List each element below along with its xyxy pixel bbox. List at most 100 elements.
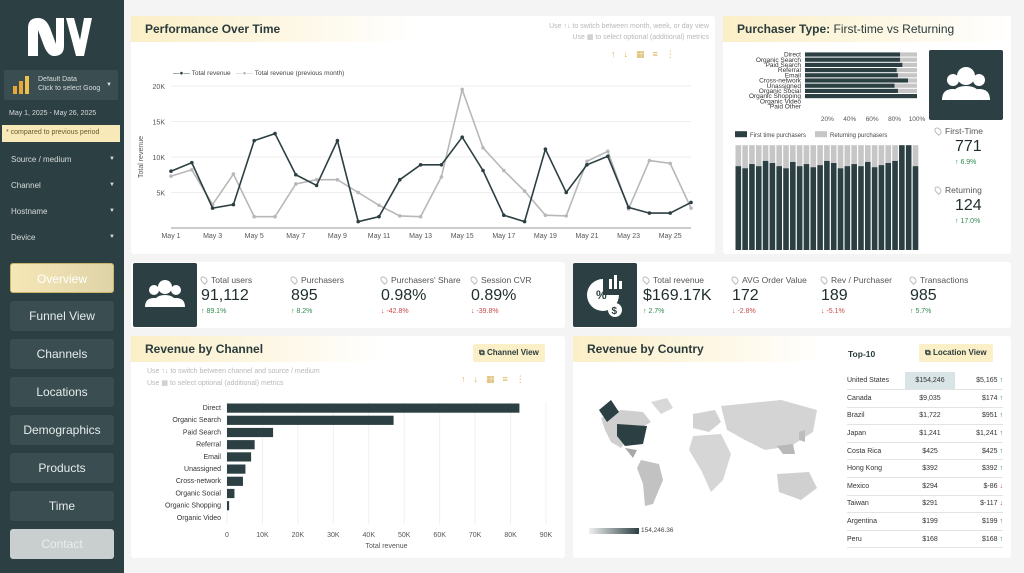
country-prev-revenue: $951 ↑ <box>955 407 1003 426</box>
data-source-selector[interactable]: Default Data Click to select Goog ▼ <box>4 70 118 100</box>
more-icon[interactable]: ⋮ <box>665 49 683 59</box>
y-tick-label: 10K <box>153 155 166 162</box>
pin-icon <box>908 275 918 285</box>
country-name: Canada <box>847 389 905 408</box>
daily-first-bar <box>755 166 762 250</box>
svg-text:%: % <box>596 288 607 302</box>
nav-products[interactable]: Products <box>10 453 114 483</box>
table-row[interactable]: United States $154,246 $5,165 ↑ <box>847 372 1003 391</box>
daily-returning-bar <box>851 145 857 165</box>
legend-current-label: Total revenue <box>191 70 231 77</box>
date-range-picker[interactable]: May 1, 2025 - May 26, 2025 <box>9 110 97 117</box>
world-map[interactable] <box>581 388 839 526</box>
x-tick-label: 0 <box>225 532 229 539</box>
legend-current-swatch: —●— <box>173 70 190 77</box>
filter-channel[interactable]: Channel ▼ <box>11 181 115 190</box>
data-point <box>502 213 506 218</box>
table-row[interactable]: Mexico $294 $-86 ↓ <box>847 477 1004 496</box>
stacked-bar-segment <box>805 78 909 83</box>
table-row[interactable]: Brazil $1,722 $951 ↑ <box>847 407 1003 426</box>
table-row[interactable]: Japan $1,241 $1,241 ↑ <box>847 424 1003 443</box>
channel-toolbar[interactable]: ↑↓▦≡⋮ <box>461 374 533 385</box>
country-prev-revenue: $1,241 ↑ <box>955 424 1003 443</box>
filter-source-medium[interactable]: Source / medium ▼ <box>11 155 115 164</box>
more-icon[interactable]: ⋮ <box>515 374 533 384</box>
data-point <box>647 158 652 163</box>
daily-returning-bar <box>735 145 742 167</box>
legend-previous-label: Total revenue (previous month) <box>254 70 345 77</box>
table-row[interactable]: Costa Rica $425 $425 ↑ <box>847 442 1004 461</box>
filter-device[interactable]: Device ▼ <box>11 233 115 242</box>
category-label: Direct <box>203 405 221 412</box>
table-row[interactable]: Canada $9,035 $174 ↑ <box>847 389 1003 408</box>
daily-returning-bar <box>749 145 755 165</box>
sort-icon[interactable]: ≡ <box>502 374 516 384</box>
arrow-up-icon[interactable]: ↑ <box>611 49 624 59</box>
nav-time[interactable]: Time <box>10 491 114 521</box>
nav-funnel-view[interactable]: Funnel View <box>10 301 114 331</box>
data-point <box>169 174 173 178</box>
daily-first-bar <box>803 164 810 250</box>
daily-first-bar <box>824 160 830 250</box>
category-label: Referral <box>778 67 802 74</box>
data-point <box>210 206 215 210</box>
chart-toolbar[interactable]: ↑↓▦≡⋮ <box>611 49 683 60</box>
x-tick-label: 20% <box>821 116 834 123</box>
arrow-down-icon[interactable]: ↓ <box>473 374 486 384</box>
filter-hostname[interactable]: Hostname ▼ <box>11 207 115 216</box>
nav-contact[interactable]: Contact <box>10 529 114 559</box>
stacked-bar-segment <box>897 73 917 78</box>
x-tick-label: May 23 <box>617 233 640 240</box>
series-line <box>170 86 692 218</box>
data-point <box>564 190 568 195</box>
daily-returning-bar <box>871 145 878 168</box>
y-axis-label: Total revenue <box>138 136 145 178</box>
category-label: Organic Video <box>177 515 221 522</box>
country-prev-revenue: $392 ↑ <box>955 459 1003 479</box>
location-view-button[interactable]: ⧉ Location View <box>919 344 993 362</box>
category-label: Cross-network <box>176 478 222 485</box>
kpi-value: 985 <box>910 287 937 304</box>
daily-returning-bar <box>783 145 789 169</box>
channel-bar <box>227 427 274 438</box>
data-point <box>273 214 277 219</box>
metrics-icon[interactable]: ▦ <box>486 374 503 384</box>
data-point <box>585 163 589 167</box>
table-row[interactable]: Hong Kong $392 $392 ↑ <box>847 459 1003 479</box>
x-tick-label: 60K <box>433 532 446 539</box>
table-row[interactable]: Peru $168 $168 ↑ <box>847 530 1003 549</box>
daily-first-bar <box>837 168 844 250</box>
daily-returning-bar <box>885 145 892 164</box>
kpi-label: Total revenue <box>653 275 705 285</box>
arrow-up-icon: ↑ <box>999 447 1004 455</box>
daily-returning-bar <box>878 145 885 166</box>
arrow-down-icon[interactable]: ↓ <box>623 49 636 59</box>
data-point <box>273 131 277 136</box>
table-row[interactable]: Taiwan $291 $-117 ↓ <box>847 495 1003 514</box>
kpi-value: 0.98% <box>381 287 427 304</box>
caret-down-icon: ▼ <box>109 156 115 162</box>
channel-view-button[interactable]: ⧉ Channel View <box>473 344 545 362</box>
category-label: Organic Shopping <box>165 503 221 510</box>
country-prev-revenue: $-117 ↓ <box>955 495 1003 514</box>
pin-icon <box>730 275 740 285</box>
sort-icon[interactable]: ≡ <box>652 49 666 59</box>
nav-channels[interactable]: Channels <box>10 339 114 369</box>
arrow-up-icon[interactable]: ↑ <box>461 374 474 384</box>
performance-legend: —●— Total revenue —●— Total revenue (pre… <box>173 70 344 77</box>
metrics-icon[interactable]: ▦ <box>636 49 653 59</box>
nav-demographics[interactable]: Demographics <box>10 415 114 445</box>
daily-first-bar <box>742 168 748 250</box>
nav-locations[interactable]: Locations <box>10 377 114 407</box>
external-link-icon: ⧉ <box>479 348 485 357</box>
data-point <box>522 219 527 224</box>
x-tick-label: 50K <box>398 532 411 539</box>
x-tick-label: 90K <box>540 532 553 539</box>
table-row[interactable]: Argentina $199 $199 ↑ <box>847 512 1003 531</box>
first-time-kpi: First-Time 771 ↑ 6.9% <box>933 126 983 166</box>
daily-first-bar <box>749 164 755 250</box>
performance-line-chart: 5K 10K 15K 20K Total revenue May 1 May 3 May 5 M… <box>138 84 693 240</box>
arrow-down-icon: ↓ <box>999 482 1004 490</box>
kpi-label: Transactions <box>920 275 969 285</box>
nav-overview[interactable]: Overview <box>10 263 114 293</box>
